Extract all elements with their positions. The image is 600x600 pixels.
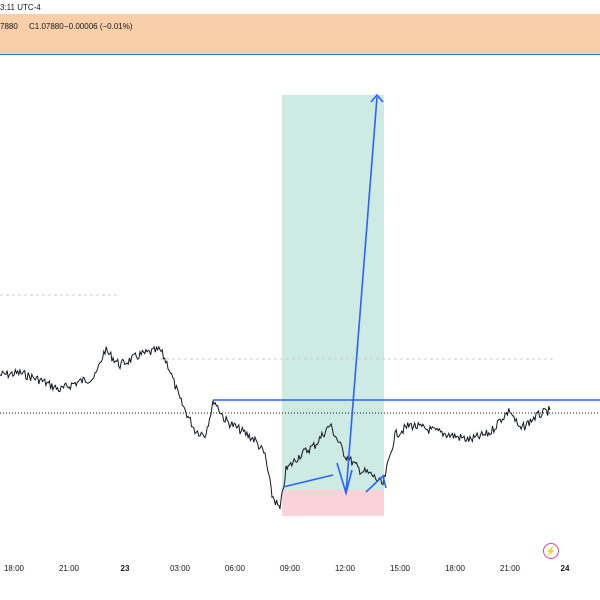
time-tick: 06:00 <box>224 564 246 573</box>
entry-arrow <box>282 474 334 488</box>
time-tick: 09:00 <box>279 564 301 573</box>
chart-header: 3:11 UTC-4 <box>0 0 600 14</box>
open-value: 7880 <box>0 22 18 31</box>
close-value: C1.07880 <box>29 22 64 31</box>
time-tick: 18:00 <box>3 564 25 573</box>
time-tick: 03:00 <box>169 564 191 573</box>
time-tick: 21:00 <box>58 564 80 573</box>
time-tick: 12:00 <box>334 564 356 573</box>
trend-drawings[interactable] <box>282 93 387 496</box>
ohlc-bar: 7880 C1.07880 −0.00006 (−0.01%) <box>0 14 600 55</box>
profit-zone[interactable] <box>282 95 384 490</box>
lightning-bolt-icon[interactable]: ⚡ <box>543 543 559 559</box>
clock-label: 3:11 UTC-4 <box>0 3 41 12</box>
time-tick: 23 <box>120 564 130 573</box>
time-tick: 18:00 <box>444 564 466 573</box>
loss-zone[interactable] <box>282 490 384 516</box>
time-tick: 21:00 <box>499 564 521 573</box>
time-tick: 15:00 <box>389 564 411 573</box>
exit-arrow <box>365 474 387 493</box>
time-tick: 24 <box>560 564 570 573</box>
target-arrowhead <box>370 93 384 103</box>
change-value: −0.00006 (−0.01%) <box>64 22 133 31</box>
price-chart[interactable] <box>0 55 600 555</box>
price-series <box>0 345 551 510</box>
time-axis[interactable]: 18:00 21:00 23 03:00 06:00 09:00 12:00 1… <box>0 555 600 600</box>
target-arrow-line <box>345 96 378 494</box>
